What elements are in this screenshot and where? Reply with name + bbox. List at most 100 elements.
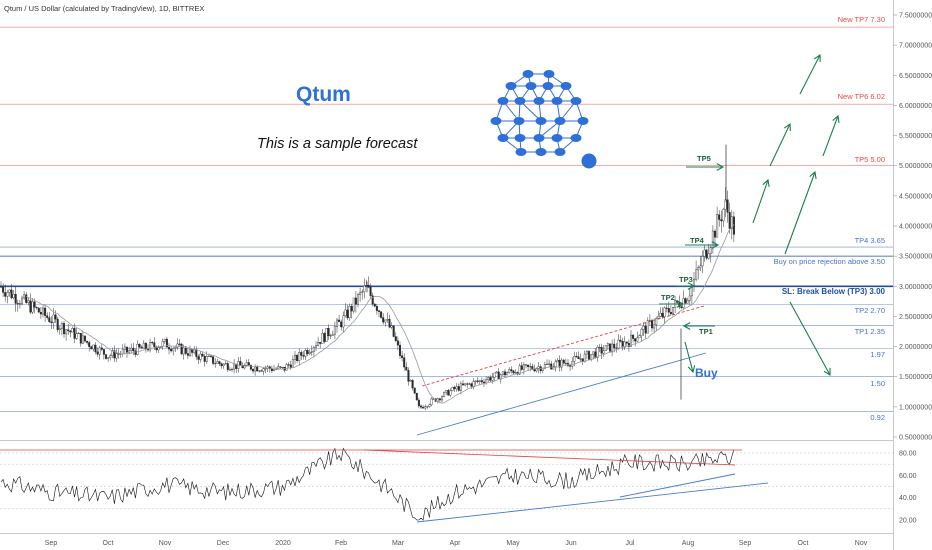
candle-body: [483, 381, 486, 384]
candle-body: [384, 319, 387, 323]
candle-body: [298, 352, 301, 361]
candle-body: [522, 364, 525, 370]
forecast-arrowhead: [687, 282, 696, 290]
candle-body: [531, 366, 534, 370]
price-tick-label: 4.50000000: [899, 193, 932, 200]
time-tick-label: Nov: [855, 540, 868, 547]
candle-body: [529, 366, 532, 368]
candle-body: [340, 321, 343, 328]
tp1-marker: TP1: [699, 327, 713, 336]
candles: [0, 144, 735, 411]
candle-body: [149, 342, 152, 351]
candle-body: [361, 291, 364, 293]
logo-node: [513, 117, 525, 125]
logo-node: [525, 82, 537, 90]
candle-body: [212, 356, 215, 364]
tp4-label: TP4 3.65: [855, 236, 885, 245]
rsi-pane: 80.00 60.00 40.00 20.00: [0, 447, 917, 525]
rsi-tick-label: 20.00: [899, 518, 917, 525]
candle-body: [300, 352, 303, 356]
candle-body: [209, 355, 212, 357]
candle-body: [294, 355, 297, 360]
candle-body: [510, 369, 513, 372]
candle-body: [104, 354, 107, 359]
candle-body: [29, 300, 32, 313]
candle-body: [279, 366, 282, 368]
candle-body: [157, 347, 160, 351]
candle-body: [615, 347, 618, 349]
candle-body: [285, 364, 288, 371]
candle-body: [102, 349, 105, 355]
candle-body: [487, 377, 490, 381]
candle-body: [79, 332, 82, 344]
candle-body: [564, 362, 567, 364]
candle-body: [661, 312, 664, 318]
candle-body: [214, 363, 217, 365]
candle-body: [346, 309, 349, 319]
candle-body: [310, 351, 313, 353]
candle-body: [550, 363, 553, 370]
candle-body: [558, 360, 561, 368]
candle-body: [33, 301, 36, 308]
candle-body: [48, 317, 51, 323]
candle-body: [405, 366, 408, 371]
candle-body: [688, 295, 691, 301]
candle-body: [338, 319, 341, 323]
candle-body: [230, 368, 233, 370]
price-tick-label: 1.50000000: [899, 374, 932, 381]
candle-body: [583, 353, 586, 362]
candle-body: [476, 380, 479, 382]
candle-body: [401, 355, 404, 358]
candle-body: [81, 335, 84, 344]
candle-body: [682, 298, 685, 308]
candle-body: [113, 350, 116, 359]
candle-body: [724, 199, 727, 210]
level-197-label: 1.97: [870, 350, 885, 359]
candle-body: [527, 364, 530, 367]
candle-body: [638, 335, 641, 339]
time-tick-label: Sep: [739, 540, 752, 547]
qtum-logo-icon: [490, 70, 597, 169]
candle-body: [636, 337, 639, 342]
candle-body: [714, 230, 717, 238]
candle-body: [592, 351, 595, 355]
candle-body: [663, 307, 666, 318]
candle-body: [155, 346, 158, 351]
candle-body: [140, 346, 143, 349]
candle-body: [125, 346, 128, 353]
candle-body: [44, 307, 47, 316]
candle-body: [270, 368, 273, 371]
candle-body: [75, 333, 78, 339]
candle-body: [291, 359, 294, 368]
candle-body: [634, 338, 637, 342]
time-tick-label: Jun: [565, 540, 576, 547]
candle-body: [653, 324, 656, 329]
candle-body: [730, 216, 733, 229]
candle-body: [657, 316, 660, 319]
candle-body: [445, 390, 448, 393]
level-150-label: 1.50: [870, 379, 885, 388]
candle-body: [556, 360, 559, 363]
candle-body: [2, 286, 5, 293]
candle-body: [665, 307, 668, 309]
candle-body: [67, 329, 70, 332]
candle-body: [552, 366, 555, 370]
candle-body: [354, 297, 357, 305]
candle-body: [541, 368, 544, 372]
time-tick-label: Jul: [626, 540, 635, 547]
candle-body: [224, 363, 227, 365]
candle-body: [245, 362, 248, 366]
logo-node: [515, 148, 527, 156]
moving-average-line: [25, 224, 735, 404]
candle-body: [165, 338, 168, 348]
candle-body: [86, 340, 89, 343]
candle-body: [669, 311, 672, 315]
logo-node: [490, 117, 502, 125]
level-092-label: 0.92: [870, 413, 885, 422]
candle-body: [604, 345, 607, 351]
buy-rejection-label: Buy on price rejection above 3.50: [774, 257, 885, 266]
candle-body: [128, 350, 131, 353]
rsi-tick-label: 60.00: [899, 473, 917, 480]
